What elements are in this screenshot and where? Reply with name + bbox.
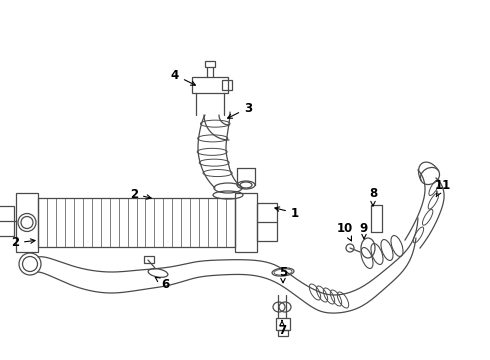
Text: 1: 1 bbox=[275, 207, 299, 220]
Text: 9: 9 bbox=[360, 221, 368, 239]
Text: 6: 6 bbox=[155, 277, 169, 291]
Text: 10: 10 bbox=[337, 221, 353, 241]
Bar bbox=[144, 256, 154, 263]
Bar bbox=[257, 203, 277, 241]
Bar bbox=[278, 330, 288, 336]
Text: 2: 2 bbox=[130, 188, 151, 201]
Text: 3: 3 bbox=[227, 102, 252, 118]
Text: 7: 7 bbox=[278, 321, 286, 337]
Bar bbox=[192, 77, 228, 93]
Bar bbox=[16, 193, 38, 252]
Bar bbox=[205, 61, 215, 67]
Text: 2: 2 bbox=[11, 237, 35, 249]
Text: 11: 11 bbox=[435, 179, 451, 197]
Text: 8: 8 bbox=[369, 186, 377, 206]
Bar bbox=[38, 198, 235, 247]
Text: 4: 4 bbox=[171, 68, 196, 85]
Bar bbox=[235, 193, 257, 252]
Bar bbox=[222, 80, 232, 90]
Bar bbox=[0, 206, 14, 236]
Bar bbox=[276, 318, 290, 330]
Text: 5: 5 bbox=[279, 266, 287, 283]
